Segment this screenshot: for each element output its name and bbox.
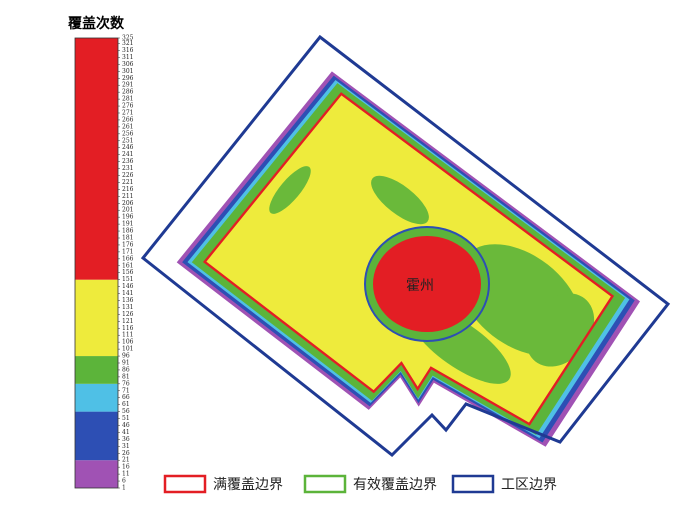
colorbar-tick-label: 26	[122, 450, 130, 457]
colorbar-tick-label: 236	[122, 158, 134, 165]
colorbar-tick-label: 71	[122, 387, 130, 394]
colorbar-tick-label: 66	[122, 394, 130, 401]
colorbar-tick-label: 141	[122, 290, 133, 297]
colorbar-tick-label: 271	[122, 110, 133, 117]
colorbar-tick-label: 56	[122, 408, 130, 415]
colorbar-tick-label: 106	[122, 339, 134, 346]
colorbar-tick-label: 166	[122, 255, 134, 262]
colorbar-tick-label: 316	[122, 47, 134, 54]
legend-label: 满覆盖边界	[213, 477, 283, 493]
colorbar-tick-label: 176	[122, 241, 134, 248]
colorbar-tick-label: 201	[122, 207, 133, 214]
colorbar-tick-label: 325	[122, 35, 134, 42]
colorbar-tick-label: 246	[122, 144, 134, 151]
city-high-coverage	[373, 236, 481, 332]
colorbar-tick-label: 101	[122, 346, 133, 353]
colorbar-tick-label: 311	[122, 54, 133, 61]
colorbar-tick-label: 241	[122, 151, 133, 158]
map: 霍州	[140, 34, 671, 458]
legend-label: 工区边界	[501, 477, 557, 493]
colorbar-tick-label: 76	[122, 380, 130, 387]
colorbar-tick-label: 171	[122, 248, 133, 255]
colorbar-tick-label: 226	[122, 172, 134, 179]
colorbar-tick-label: 36	[122, 436, 130, 443]
colorbar-tick-label: 306	[122, 61, 134, 68]
colorbar-tick-label: 221	[122, 179, 133, 186]
colorbar-tick-label: 136	[122, 297, 134, 304]
colorbar-tick-label: 86	[122, 366, 130, 373]
legend-swatch	[451, 474, 495, 494]
colorbar-tick-label: 116	[122, 325, 134, 332]
colorbar-tick-label: 286	[122, 89, 134, 96]
colorbar-tick-label: 186	[122, 228, 134, 235]
colorbar-tick-label: 281	[122, 96, 133, 103]
colorbar-tick-label: 156	[122, 269, 134, 276]
colorbar-tick-label: 256	[122, 130, 134, 137]
colorbar-tick-label: 1	[122, 485, 126, 492]
colorbar-tick-label: 16	[122, 464, 130, 471]
colorbar: 1611162126313641465156616671768186919610…	[74, 35, 134, 492]
legend: 满覆盖边界 有效覆盖边界 工区边界	[163, 474, 557, 494]
city-label: 霍州	[406, 278, 434, 294]
colorbar-tick-label: 126	[122, 311, 134, 318]
colorbar-band	[75, 38, 118, 280]
colorbar-tick-label: 146	[122, 283, 134, 290]
colorbar-tick-label: 251	[122, 137, 133, 144]
colorbar-tick-label: 21	[122, 457, 130, 464]
colorbar-title: 覆盖次数	[68, 15, 125, 32]
colorbar-tick-label: 131	[122, 304, 133, 311]
colorbar-tick-label: 276	[122, 103, 134, 110]
colorbar-tick-label: 261	[122, 123, 133, 130]
colorbar-tick-label: 181	[122, 235, 133, 242]
colorbar-band	[75, 460, 118, 488]
colorbar-band	[75, 411, 118, 461]
colorbar-tick-label: 6	[122, 478, 126, 485]
colorbar-tick-label: 321	[122, 40, 133, 47]
colorbar-band	[75, 356, 118, 384]
colorbar-tick-label: 206	[122, 200, 134, 207]
colorbar-tick-label: 301	[122, 68, 133, 75]
legend-swatch	[163, 474, 207, 494]
colorbar-tick-label: 46	[122, 422, 130, 429]
colorbar-band	[75, 383, 118, 412]
colorbar-tick-label: 121	[122, 318, 133, 325]
legend-label: 有效覆盖边界	[353, 477, 437, 493]
colorbar-tick-label: 196	[122, 214, 134, 221]
colorbar-tick-label: 231	[122, 165, 133, 172]
colorbar-tick-label: 266	[122, 116, 134, 123]
colorbar-tick-label: 291	[122, 82, 133, 89]
colorbar-tick-label: 61	[122, 401, 130, 408]
colorbar-tick-label: 11	[122, 471, 130, 478]
colorbar-tick-label: 296	[122, 75, 134, 82]
colorbar-tick-label: 96	[122, 353, 130, 360]
colorbar-tick-label: 161	[122, 262, 133, 269]
colorbar-tick-label: 41	[122, 429, 130, 436]
survey-boundary	[140, 34, 671, 458]
colorbar-tick-label: 111	[122, 332, 133, 339]
colorbar-tick-label: 211	[122, 193, 133, 200]
colorbar-tick-label: 191	[122, 221, 133, 228]
colorbar-tick-label: 216	[122, 186, 134, 193]
colorbar-frame	[74, 37, 119, 489]
legend-swatch	[303, 474, 347, 494]
colorbar-tick-label: 151	[122, 276, 133, 283]
colorbar-tick-label: 81	[122, 373, 130, 380]
colorbar-band	[75, 279, 118, 357]
colorbar-tick-label: 31	[122, 443, 130, 450]
colorbar-tick-label: 91	[122, 360, 130, 367]
colorbar-tick-label: 51	[122, 415, 130, 422]
